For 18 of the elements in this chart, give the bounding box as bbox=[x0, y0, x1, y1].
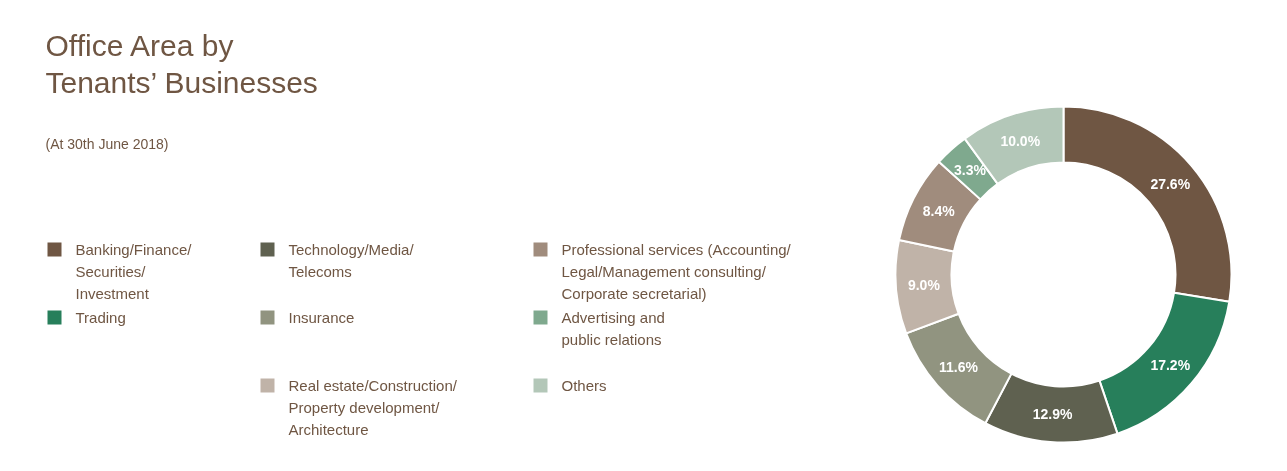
legend-label: Advertising and public relations bbox=[561, 308, 665, 348]
legend-label: Technology/Media/ Telecoms bbox=[288, 240, 415, 280]
data-label: 8.4% bbox=[922, 202, 956, 219]
data-label: 27.6% bbox=[1150, 175, 1191, 192]
text: (At 30th June 2018) bbox=[45, 135, 169, 152]
legend-label: Trading bbox=[75, 308, 126, 326]
data-label: 9.0% bbox=[907, 277, 941, 294]
legend-label: Banking/Finance/ Securities/ Investment bbox=[75, 240, 193, 302]
data-label: 10.0% bbox=[1000, 133, 1041, 150]
data-label: 11.6% bbox=[939, 359, 979, 376]
data-label: 3.3% bbox=[953, 162, 987, 179]
data-label: 17.2% bbox=[1150, 357, 1191, 374]
chart-title: Office Area by Tenants’ Businesses bbox=[45, 28, 318, 100]
legend-label: Real estate/Construction/ Property development/ Architecture bbox=[288, 376, 458, 438]
data-label: 12.9% bbox=[1032, 406, 1073, 423]
legend-label: Professional services (Accounting/ Legal/Management consulting/ Corporate secretarial) bbox=[561, 240, 792, 302]
legend-label: Others bbox=[561, 376, 607, 394]
legend-label: Insurance bbox=[288, 308, 355, 326]
